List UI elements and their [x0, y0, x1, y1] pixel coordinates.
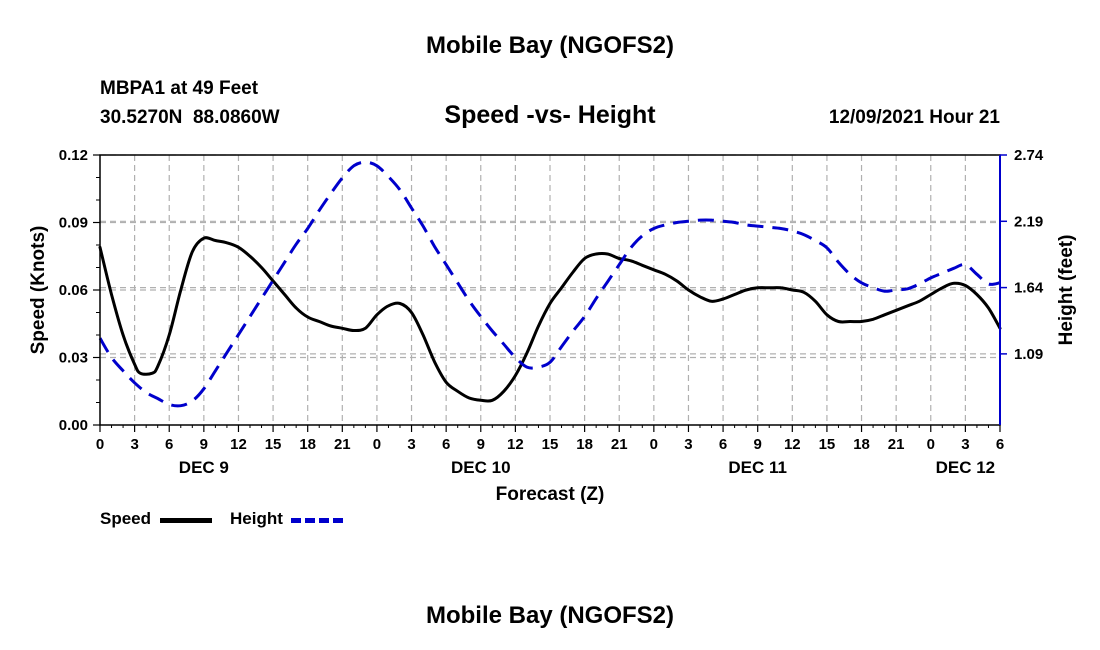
legend-height-swatch [291, 518, 343, 523]
x-tick-label: 15 [542, 436, 559, 453]
x-tick-label: 9 [754, 436, 762, 453]
x-tick-label: 6 [442, 436, 450, 453]
x-axis-label: Forecast (Z) [496, 484, 605, 505]
y-axis-label: Speed (Knots) [28, 226, 49, 355]
forecast-timestamp: 12/09/2021 Hour 21 [828, 107, 1000, 128]
x-tick-label: 18 [299, 436, 316, 453]
x-tick-label: 0 [373, 436, 381, 453]
x-tick-label: 9 [200, 436, 208, 453]
day-label: DEC 10 [451, 458, 511, 477]
x-tick-label: 12 [507, 436, 524, 453]
y2-tick-label: 1.64 [1014, 280, 1044, 297]
y-tick-label: 0.12 [59, 147, 88, 164]
series-layer [98, 160, 1002, 408]
y-tick-label: 0.00 [59, 417, 88, 434]
x-tick-label: 6 [165, 436, 173, 453]
x-tick-label: 6 [719, 436, 727, 453]
legend-speed-label: Speed [100, 509, 152, 528]
day-label: DEC 9 [179, 458, 229, 477]
chart-title: Speed -vs- Height [444, 101, 656, 129]
legend-height-label: Height [230, 509, 283, 528]
y-tick-label: 0.03 [59, 350, 88, 367]
x-tick-label: 21 [334, 436, 351, 453]
x-tick-label: 21 [888, 436, 905, 453]
x-tick-label: 15 [265, 436, 282, 453]
page-title: Mobile Bay (NGOFS2) [425, 32, 675, 59]
x-tick-label: 18 [576, 436, 593, 453]
x-tick-label: 9 [477, 436, 485, 453]
day-label: DEC 12 [936, 458, 996, 477]
x-tick-label: 0 [927, 436, 935, 453]
speed-series-line [98, 236, 1002, 403]
footer-title: Mobile Bay (NGOFS2) [425, 602, 675, 629]
day-label: DEC 11 [728, 458, 787, 477]
y2-axis-label: Height (feet) [1056, 235, 1077, 346]
x-tick-label: 3 [130, 436, 138, 453]
station-name: MBPA1 at 49 Feet [100, 78, 259, 99]
axes: 0 3 6 9 12 15 18 21 0 3 6 9 12 15 18 21 0 3 6 9 12 15 18 21 0 3 6D… [59, 147, 1044, 477]
y2-tick-label: 1.09 [1014, 346, 1043, 363]
y-tick-label: 0.09 [59, 215, 88, 232]
x-tick-label: 0 [96, 436, 104, 453]
legend-speed-swatch [160, 518, 212, 523]
x-tick-label: 6 [996, 436, 1004, 453]
x-tick-label: 18 [853, 436, 870, 453]
x-tick-label: 3 [407, 436, 415, 453]
station-coordinates: 30.5270N 88.0860W [100, 107, 280, 128]
x-tick-label: 0 [650, 436, 658, 453]
y2-tick-label: 2.19 [1014, 213, 1043, 230]
y2-tick-label: 2.74 [1014, 147, 1044, 164]
grid-lines [100, 154, 1000, 425]
x-tick-label: 12 [230, 436, 247, 453]
y-tick-label: 0.06 [59, 282, 88, 299]
x-tick-label: 15 [819, 436, 836, 453]
height-series-line [98, 160, 1001, 408]
x-tick-label: 21 [611, 436, 628, 453]
speed-height-chart: 0 3 6 9 12 15 18 21 0 3 6 9 12 15 18 21 0 3 6 9 12 15 18 21 0 3 6D… [28, 147, 1077, 505]
x-tick-label: 3 [961, 436, 969, 453]
x-tick-label: 12 [784, 436, 801, 453]
x-tick-label: 3 [684, 436, 692, 453]
